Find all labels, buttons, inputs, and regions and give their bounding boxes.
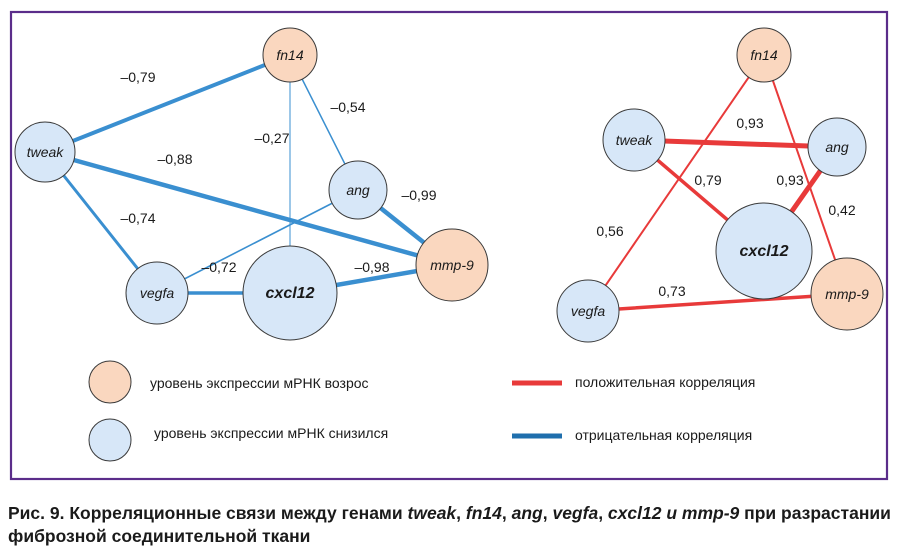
edge-value-fn14-mmp9: 0,42 [828, 202, 855, 218]
edge-value-fn14-ang: –0,54 [330, 99, 365, 115]
node-label-cxcl12: cxcl12 [266, 285, 315, 302]
edge-tweak-mmp9 [42, 149, 455, 268]
node-cxcl12 [242, 245, 338, 341]
caption-gene: mmp-9 [681, 503, 740, 523]
node-label-cxcl12: cxcl12 [740, 243, 789, 260]
edge-value-vegfa-mmp9: 0,73 [658, 283, 685, 299]
node-fn14 [262, 27, 318, 83]
nodes: fn14 tweak ang vegfa cxcl12 mmp-9 [14, 27, 489, 341]
edge-fn14-mmp9 [763, 54, 848, 295]
caption-gene: tweak [407, 503, 457, 523]
caption-prefix: Рис. 9. Корреляционные связи между генам… [8, 503, 403, 523]
caption-suffix: при разрастании фиброзной соединительной… [8, 503, 891, 546]
edge-vegfa-mmp9 [586, 292, 849, 313]
caption-gene: fn14 [465, 503, 502, 523]
edge-value-fn14-cxcl12: –0,27 [254, 130, 289, 146]
node-label-fn14: fn14 [750, 47, 777, 63]
nodes: fn14 tweak ang cxcl12 vegfa mmp-9 [556, 27, 884, 343]
edge-vegfa-ang [156, 189, 359, 294]
edge-value-tweak-vegfa: –0,74 [120, 210, 155, 226]
legend-label-up: уровень экспрессии мРНК возрос [150, 375, 369, 391]
caption-gene: cxcl12 [607, 503, 662, 523]
node-label-fn14: fn14 [276, 47, 303, 63]
caption-gene: ang [511, 503, 543, 523]
node-vegfa [125, 261, 189, 325]
caption-gene: vegfa [552, 503, 599, 523]
node-label-vegfa: vegfa [140, 285, 174, 301]
node-mmp9 [810, 257, 884, 331]
node-tweak [602, 108, 666, 172]
edge-labels: –0,79 –0,54 –0,27 –0,88 –0,99 –0,74 –0,72 –0,98 [120, 69, 436, 275]
edge-value-cxcl12-ang: 0,93 [776, 172, 803, 188]
edge-value-tweak-cxcl12: 0,79 [694, 172, 721, 188]
negative-correlation-network: –0,79 –0,54 –0,27 –0,88 –0,99 –0,74 –0,72 –0,98… [14, 27, 489, 341]
node-vegfa [556, 279, 620, 343]
node-tweak [14, 121, 76, 183]
legend-swatch-up [88, 360, 132, 404]
positive-correlation-network: 0,93 0,79 0,93 0,42 0,56 0,73 fn14 tweak ang cxcl… [556, 27, 884, 343]
node-label-ang: ang [346, 182, 370, 198]
edge-value-tweak-ang: 0,93 [736, 115, 763, 131]
legend-swatch-down [88, 418, 132, 462]
node-label-ang: ang [825, 139, 849, 155]
node-label-mmp9: mmp-9 [430, 257, 474, 273]
node-cxcl12 [715, 202, 813, 300]
edge-labels: 0,93 0,79 0,93 0,42 0,56 0,73 [596, 115, 855, 299]
node-label-tweak: tweak [616, 132, 654, 148]
edge-value-ang-mmp9: –0,99 [401, 187, 436, 203]
legend: уровень экспрессии мРНК возрос уровень эк… [88, 360, 755, 462]
node-label-mmp9: mmp-9 [825, 286, 869, 302]
edge-value-vegfa-ang: –0,72 [201, 259, 236, 275]
edge-value-cxcl12-mmp9: –0,98 [354, 259, 389, 275]
edge-tweak-fn14 [43, 53, 292, 154]
edge-value-tweak-mmp9: –0,88 [157, 151, 192, 167]
node-ang [328, 160, 388, 220]
node-fn14 [736, 27, 792, 83]
edge-value-fn14-vegfa: 0,56 [596, 223, 623, 239]
edge-tweak-ang [631, 137, 840, 150]
node-label-tweak: tweak [27, 144, 65, 160]
node-mmp9 [415, 228, 489, 302]
legend-label-negative: отрицательная корреляция [575, 427, 752, 443]
figure-caption: Рис. 9. Корреляционные связи между генам… [8, 503, 891, 546]
node-ang [807, 117, 867, 177]
edge-value-tweak-fn14: –0,79 [120, 69, 155, 85]
caption-connector: и [666, 503, 678, 523]
legend-label-positive: положительная корреляция [575, 374, 755, 390]
legend-label-down: уровень экспрессии мРНК снизился [154, 425, 388, 441]
node-label-vegfa: vegfa [571, 303, 605, 319]
edge-fn14-vegfa [587, 54, 765, 312]
